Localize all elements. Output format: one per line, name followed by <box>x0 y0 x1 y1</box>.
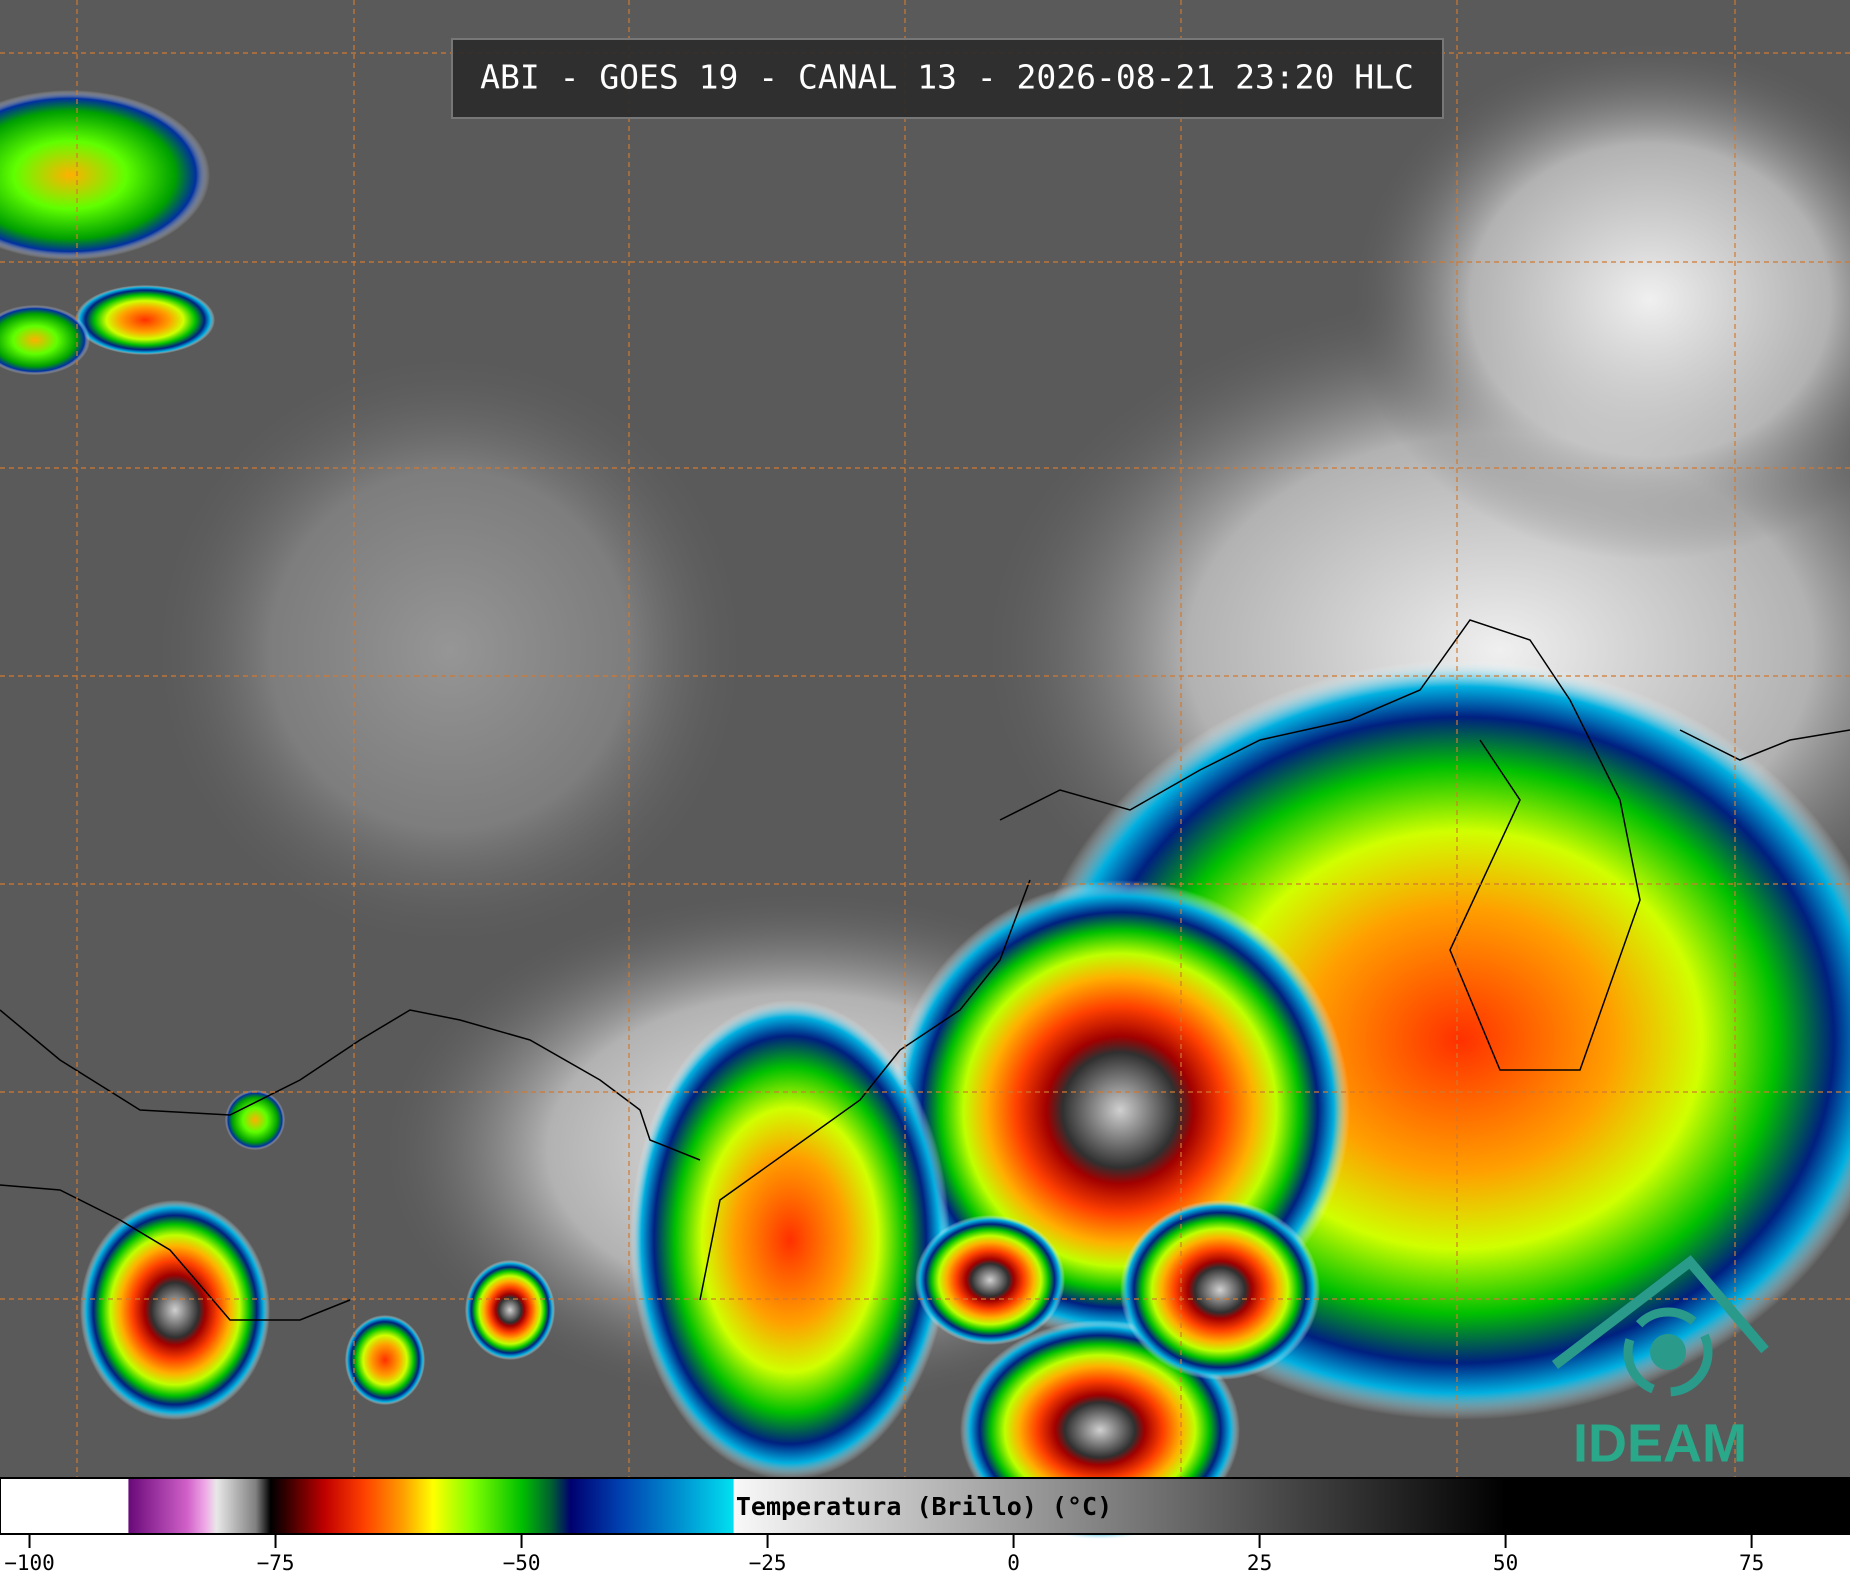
colorbar-tick-label: 50 <box>1493 1551 1518 1575</box>
logo: IDEAM <box>1551 1255 1769 1473</box>
graticule <box>0 0 1850 1478</box>
colorbar-tick-label: 0 <box>1007 1551 1020 1575</box>
colorbar-label: Temperatura (Brillo) (°C) <box>736 1492 1112 1521</box>
title: ABI - GOES 19 - CANAL 13 - 2026-08-21 23… <box>480 58 1414 97</box>
colorbar-tick-label: 75 <box>1739 1551 1764 1575</box>
colorbar-tick-label: 25 <box>1247 1551 1272 1575</box>
colorbar-tick-label: −50 <box>503 1551 541 1575</box>
colorbar-tick-label: −100 <box>4 1551 55 1575</box>
coastlines <box>0 619 1850 1321</box>
logo-text: IDEAM <box>1573 1413 1747 1473</box>
colorbar-tick-label: −75 <box>257 1551 295 1575</box>
title-box <box>451 38 1444 119</box>
colorbar <box>0 1477 1850 1535</box>
storms <box>0 90 1850 1540</box>
colorbar-tick-label: −25 <box>749 1551 787 1575</box>
